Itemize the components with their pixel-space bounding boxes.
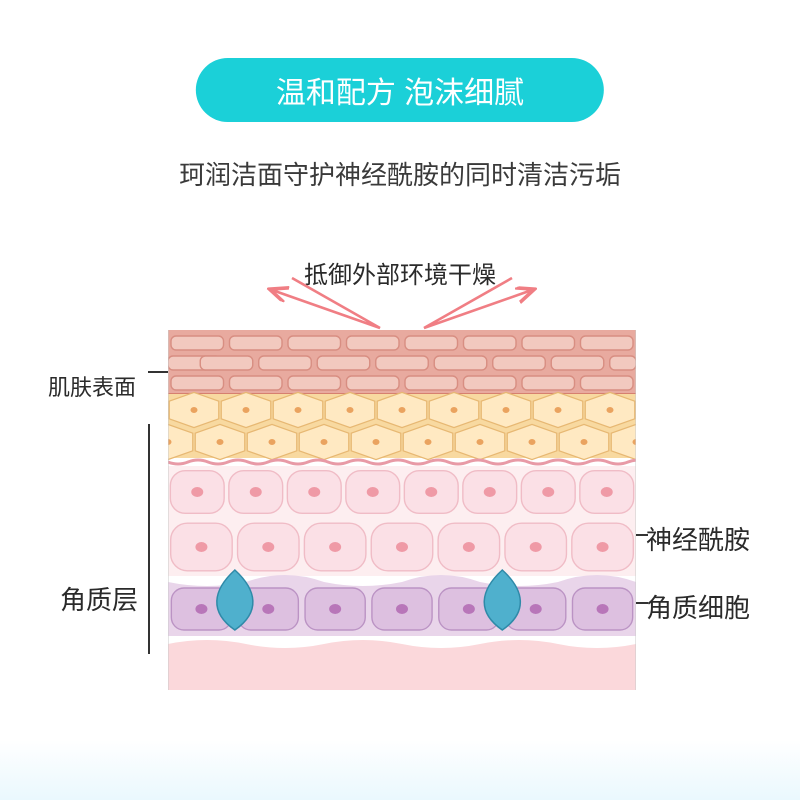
bottom-gradient <box>0 740 800 800</box>
subtitle-text: 珂润洁面守护神经酰胺的同时清洁污垢 <box>179 155 621 192</box>
header-pill: 温和配方 泡沫细腻 <box>196 58 604 122</box>
leader-stratum <box>148 424 150 654</box>
label-skin-surface: 肌肤表面 <box>48 370 136 402</box>
leader-ceramide <box>636 534 648 536</box>
header-text: 温和配方 泡沫细腻 <box>276 77 524 110</box>
diagram-svg <box>168 330 636 690</box>
leader-surface <box>148 371 168 373</box>
leader-keratino <box>636 602 648 604</box>
label-keratinocyte: 角质细胞 <box>646 588 750 625</box>
label-stratum-corneum: 角质层 <box>60 580 138 617</box>
label-ceramide: 神经酰胺 <box>646 520 750 557</box>
skin-cross-section-diagram <box>168 330 636 690</box>
